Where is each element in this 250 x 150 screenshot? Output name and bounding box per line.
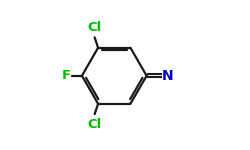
Text: F: F bbox=[62, 69, 71, 82]
Text: Cl: Cl bbox=[88, 118, 102, 131]
Text: Cl: Cl bbox=[88, 21, 102, 34]
Text: N: N bbox=[162, 69, 174, 83]
